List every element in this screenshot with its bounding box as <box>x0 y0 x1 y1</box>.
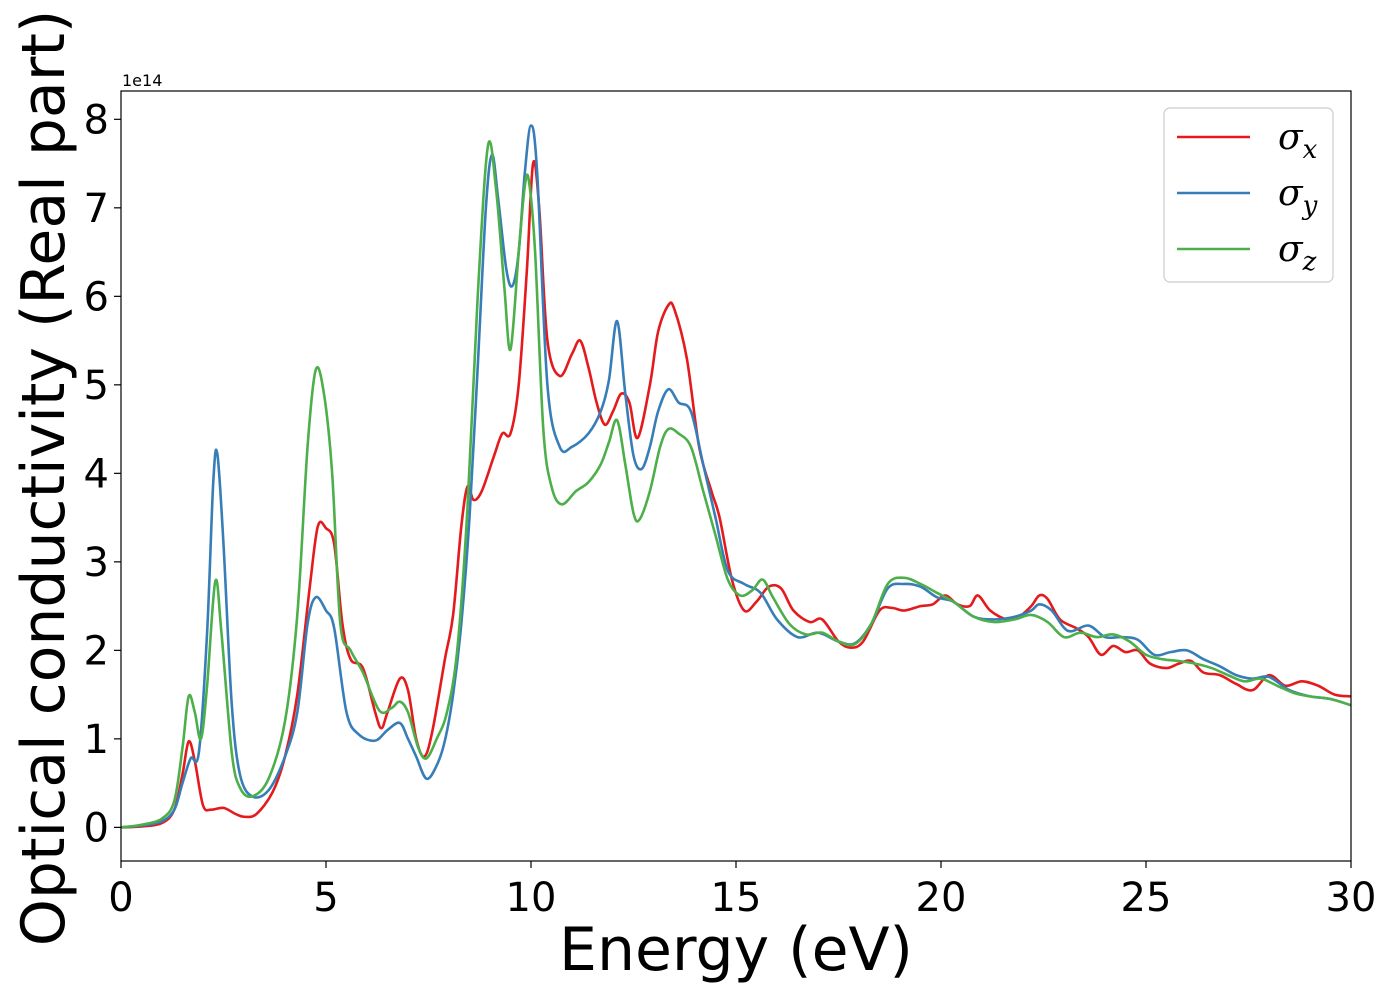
plot-area <box>121 91 1351 861</box>
x-tick-label: 5 <box>313 875 338 921</box>
y-tick-label: 6 <box>84 274 109 320</box>
legend-label: σz <box>1278 229 1317 277</box>
y-tick-label: 0 <box>84 805 109 851</box>
y-offset-label: 1e14 <box>122 71 162 90</box>
x-tick-label: 20 <box>916 875 967 921</box>
x-tick-label: 15 <box>711 875 762 921</box>
series-line-sigma-z <box>121 140 1351 829</box>
legend: σx σy σz <box>1163 107 1334 283</box>
x-tick-label: 25 <box>1121 875 1172 921</box>
y-tick-label: 2 <box>84 628 109 674</box>
legend-label: σy <box>1278 173 1318 221</box>
series-line-sigma-y <box>121 124 1351 829</box>
x-tick-label: 10 <box>506 875 557 921</box>
series-group <box>121 124 1351 829</box>
y-tick-label: 1 <box>84 717 109 763</box>
legend-label: σx <box>1278 117 1318 165</box>
x-axis-title: Energy (eV) <box>559 915 913 985</box>
y-axis-ticks: 0 1 2 3 4 5 6 7 8 <box>84 97 121 851</box>
x-tick-label: 30 <box>1326 875 1377 921</box>
y-tick-label: 4 <box>84 451 109 497</box>
legend-box <box>1163 107 1334 283</box>
y-tick-label: 8 <box>84 97 109 143</box>
y-tick-label: 7 <box>84 186 109 232</box>
y-tick-label: 3 <box>84 540 109 586</box>
y-tick-label: 5 <box>84 363 109 409</box>
x-tick-label: 0 <box>108 875 133 921</box>
y-axis-title: Optical conductivity (Real part) <box>9 10 79 947</box>
x-axis-ticks: 0 5 10 15 20 25 30 <box>108 861 1376 921</box>
